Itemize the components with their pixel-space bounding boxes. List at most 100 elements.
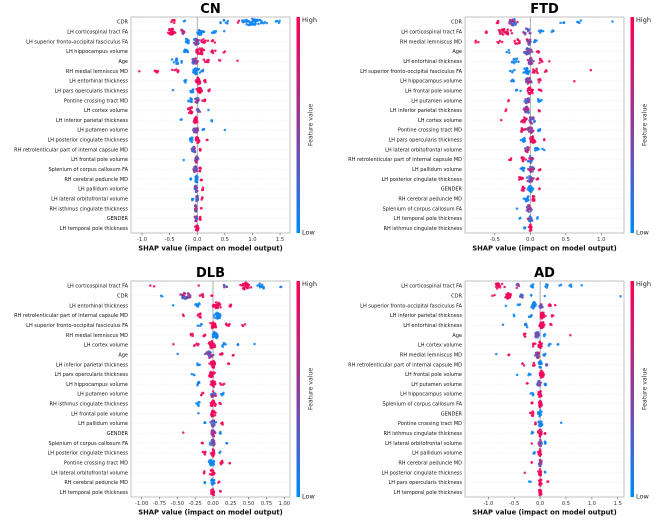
feature-value-colorbar bbox=[630, 17, 634, 233]
svg-text:-0.5: -0.5 bbox=[490, 237, 500, 243]
colorbar-axis-label: Feature value bbox=[642, 368, 649, 410]
colorbar-high-label: High bbox=[636, 280, 651, 288]
svg-text:-0.25: -0.25 bbox=[188, 501, 201, 507]
shap-points bbox=[149, 281, 283, 497]
svg-text:-1.0: -1.0 bbox=[137, 237, 147, 243]
feature-label: LH entorhinal thickness bbox=[69, 79, 128, 85]
panel-ftd: FTD CDR LH corticospinal tract FA RH media… bbox=[334, 0, 668, 264]
svg-text:-1.00: -1.00 bbox=[135, 501, 148, 507]
row-gridlines bbox=[465, 21, 624, 229]
feature-label: LH corticospinal tract FA bbox=[401, 284, 462, 290]
ad-beeswarm-plot: AD LH corticospinal tract FA CDR LH superi… bbox=[348, 266, 651, 517]
feature-label: GENDER bbox=[441, 187, 463, 193]
svg-text:-0.75: -0.75 bbox=[153, 501, 166, 507]
svg-text:-0.50: -0.50 bbox=[171, 501, 184, 507]
feature-label: RH medial lemniscus MD bbox=[66, 69, 128, 75]
feature-label: LH lateral orbitofrontal volume bbox=[385, 441, 462, 447]
x-axis-ticks: -1.0 -0.5 0.0 0.5 1.0 1.5 bbox=[137, 233, 284, 243]
feature-label: CDR bbox=[117, 294, 128, 300]
feature-label: LH inferior parietal thickness bbox=[390, 108, 462, 114]
feature-label: LH frontal pole volume bbox=[405, 372, 462, 378]
panel-title-cn: CN bbox=[200, 2, 220, 17]
svg-text:1.0: 1.0 bbox=[588, 501, 596, 507]
feature-label: RH isthmus cingulate thickness bbox=[49, 402, 128, 408]
x-axis-label: SHAP value (impact on model output) bbox=[138, 245, 283, 253]
feature-label: CDR bbox=[117, 20, 128, 26]
feature-label: LH lateral orbitofrontal volume bbox=[51, 196, 128, 202]
feature-label: RH retrolenticular part of internal caps… bbox=[348, 362, 462, 368]
feature-label: LH inferior parietal thickness bbox=[56, 362, 128, 368]
panel-ad: AD LH corticospinal tract FA CDR LH superi… bbox=[334, 264, 668, 528]
feature-label: LH hippocampus volume bbox=[400, 392, 462, 398]
feature-label: LH frontal pole volume bbox=[71, 411, 128, 417]
feature-label: LH frontal pole volume bbox=[405, 88, 462, 94]
colorbar-high-label: High bbox=[302, 16, 317, 24]
feature-label: RH retrolenticular part of internal caps… bbox=[14, 147, 128, 153]
feature-label: LH superior fronto-occipital fasciculus … bbox=[26, 323, 128, 329]
feature-label: CDR bbox=[451, 294, 462, 300]
feature-label: RH isthmus cingulate thickness bbox=[49, 206, 128, 212]
feature-labels: CDR LH corticospinal tract FA RH medial le… bbox=[348, 20, 462, 232]
shap-points bbox=[474, 18, 614, 232]
feature-label: Splenium of corpus callosum FA bbox=[382, 402, 462, 408]
feature-value-colorbar bbox=[630, 281, 634, 497]
feature-label: RH cerebral peduncle MD bbox=[64, 480, 128, 486]
feature-label: RH cerebral peduncle MD bbox=[64, 177, 128, 183]
feature-label: LH cortex volume bbox=[418, 118, 462, 124]
plot-frame bbox=[130, 280, 291, 498]
feature-label: LH corticospinal tract FA bbox=[67, 30, 128, 36]
svg-text:1.5: 1.5 bbox=[276, 237, 284, 243]
svg-text:0.0: 0.0 bbox=[526, 237, 534, 243]
feature-label: LH lateral orbitofrontal volume bbox=[51, 470, 128, 476]
feature-label: LH lateral orbitofrontal volume bbox=[385, 147, 462, 153]
colorbar-high-label: High bbox=[302, 280, 317, 288]
colorbar-high-label: High bbox=[636, 16, 651, 24]
feature-label: RH isthmus cingulate thickness bbox=[383, 226, 462, 232]
feature-label: Splenium of corpus callosum FA bbox=[48, 441, 128, 447]
cn-beeswarm-plot: CN CDR LH corticospinal tract FA LH superi… bbox=[14, 2, 317, 253]
x-axis-label: SHAP value (impact on model output) bbox=[138, 509, 283, 517]
feature-label: LH corticospinal tract FA bbox=[67, 284, 128, 290]
feature-label: RH retrolenticular part of internal caps… bbox=[14, 313, 128, 319]
feature-labels: CDR LH corticospinal tract FA LH superior … bbox=[14, 20, 128, 232]
feature-label: Age bbox=[118, 59, 128, 65]
colorbar-low-label: Low bbox=[636, 229, 649, 237]
feature-label: Pontine crossing tract MD bbox=[64, 460, 128, 466]
feature-label: LH pallidum volume bbox=[78, 187, 128, 193]
svg-text:1.0: 1.0 bbox=[597, 237, 605, 243]
x-axis-ticks: -0.5 0.0 0.5 1.0 bbox=[490, 233, 605, 243]
ftd-beeswarm-plot: FTD CDR LH corticospinal tract FA RH media… bbox=[348, 2, 651, 253]
svg-text:0.00: 0.00 bbox=[207, 501, 219, 507]
x-axis-ticks: -1.0 -0.5 0.0 0.5 1.0 1.5 bbox=[483, 497, 622, 507]
svg-text:-1.0: -1.0 bbox=[483, 501, 493, 507]
feature-labels: LH corticospinal tract FA CDR LH entorhina… bbox=[14, 284, 128, 496]
feature-label: LH pars opercularis thickness bbox=[54, 88, 128, 94]
feature-label: LH pars opercularis thickness bbox=[388, 480, 462, 486]
feature-label: GENDER bbox=[441, 411, 463, 417]
feature-label: LH hippocampus volume bbox=[66, 382, 128, 388]
feature-label: LH superior fronto-occipital fasciculus … bbox=[360, 303, 462, 309]
feature-label: LH putamen volume bbox=[77, 392, 128, 398]
svg-text:1.5: 1.5 bbox=[614, 501, 622, 507]
feature-label: Pontine crossing tract MD bbox=[398, 421, 462, 427]
colorbar-axis-label: Feature value bbox=[308, 104, 315, 146]
feature-label: RH isthmus cingulate thickness bbox=[383, 431, 462, 437]
plot-frame bbox=[130, 16, 291, 234]
panel-title-ad: AD bbox=[534, 266, 555, 281]
feature-label: RH cerebral peduncle MD bbox=[398, 460, 462, 466]
shap-points bbox=[138, 17, 281, 232]
svg-text:0.50: 0.50 bbox=[243, 501, 255, 507]
feature-label: RH medial lemniscus MD bbox=[400, 352, 462, 358]
feature-value-colorbar bbox=[296, 17, 300, 233]
svg-text:0.0: 0.0 bbox=[536, 501, 544, 507]
feature-label: LH entorhinal thickness bbox=[69, 303, 128, 309]
feature-label: LH cortex volume bbox=[418, 343, 462, 349]
svg-text:0.5: 0.5 bbox=[221, 237, 229, 243]
svg-text:0.5: 0.5 bbox=[562, 501, 570, 507]
feature-label: Age bbox=[118, 352, 128, 358]
feature-label: LH putamen volume bbox=[411, 382, 462, 388]
feature-label: LH posterior cingulate thickness bbox=[47, 451, 128, 457]
feature-label: RH medial lemniscus MD bbox=[400, 39, 462, 45]
feature-label: LH pars opercularis thickness bbox=[388, 138, 462, 144]
row-gridlines bbox=[131, 21, 290, 229]
